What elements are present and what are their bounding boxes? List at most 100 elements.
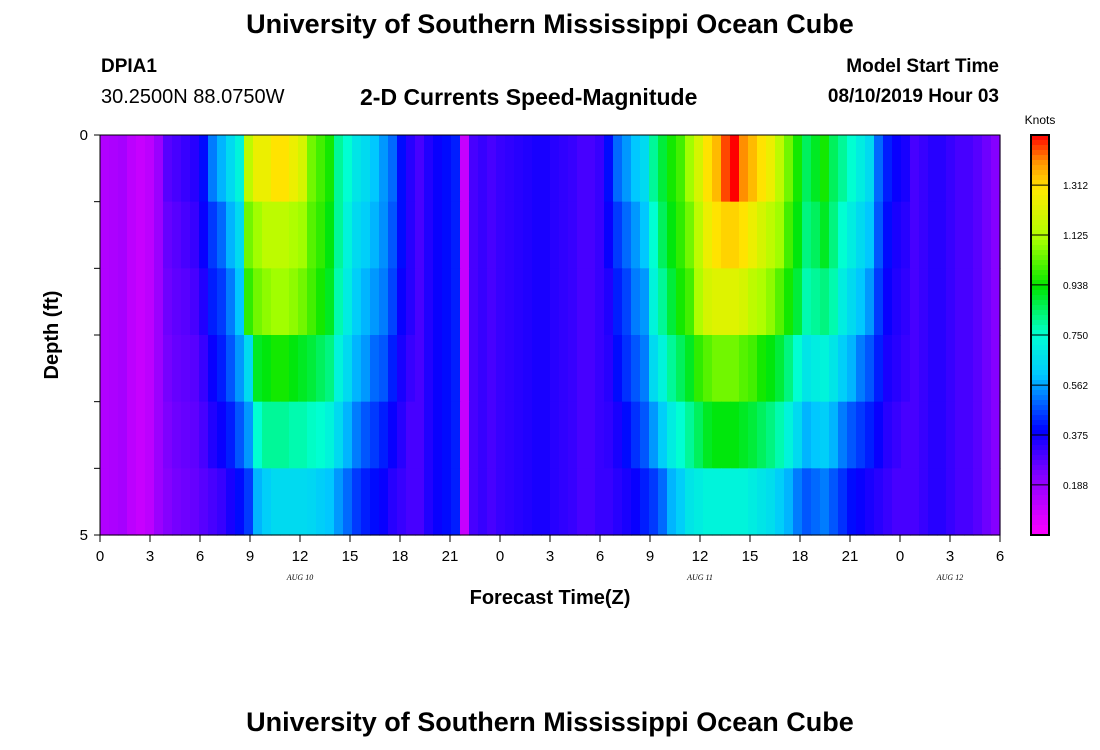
heatmap-cell bbox=[892, 335, 902, 403]
colorbar-segment bbox=[1031, 190, 1049, 196]
heatmap-cell bbox=[883, 468, 893, 536]
heatmap-cell bbox=[289, 401, 299, 469]
heatmap-cell bbox=[451, 135, 461, 203]
heatmap-cell bbox=[172, 468, 182, 536]
model-start-value: 08/10/2019 Hour 03 bbox=[827, 86, 999, 107]
colorbar-segment bbox=[1031, 365, 1049, 371]
heatmap-cell bbox=[361, 201, 371, 269]
heatmap-cell bbox=[955, 268, 965, 336]
y-tick-label: 0 bbox=[80, 127, 88, 144]
heatmap-cell bbox=[199, 268, 209, 336]
colorbar-segment bbox=[1031, 375, 1049, 381]
heatmap-cell bbox=[829, 401, 839, 469]
heatmap-cell bbox=[478, 201, 488, 269]
heatmap-cell bbox=[667, 468, 677, 536]
heatmap-cell bbox=[775, 401, 785, 469]
colorbar-segment bbox=[1031, 340, 1049, 346]
heatmap-cell bbox=[181, 335, 191, 403]
heatmap-cell bbox=[676, 468, 686, 536]
heatmap-cell bbox=[811, 468, 821, 536]
heatmap-cell bbox=[784, 468, 794, 536]
heatmap-cell bbox=[442, 268, 452, 336]
heatmap-cell bbox=[946, 335, 956, 403]
colorbar-segment bbox=[1031, 240, 1049, 246]
heatmap-cell bbox=[100, 268, 110, 336]
heatmap-cell bbox=[991, 268, 1001, 336]
heatmap-cell bbox=[145, 401, 155, 469]
colorbar-segment bbox=[1031, 255, 1049, 261]
heatmap-cell bbox=[631, 335, 641, 403]
colorbar-segment bbox=[1031, 345, 1049, 351]
heatmap-cell bbox=[217, 268, 227, 336]
heatmap-cell bbox=[289, 201, 299, 269]
heatmap-cell bbox=[973, 468, 983, 536]
colorbar-segment bbox=[1031, 420, 1049, 426]
heatmap-cell bbox=[721, 468, 731, 536]
heatmap-cell bbox=[658, 335, 668, 403]
heatmap-cell bbox=[676, 335, 686, 403]
heatmap-cell bbox=[226, 201, 236, 269]
heatmap-cell bbox=[883, 335, 893, 403]
heatmap-cell bbox=[802, 268, 812, 336]
heatmap-cell bbox=[334, 468, 344, 536]
heatmap-cell bbox=[505, 201, 515, 269]
heatmap-cell bbox=[442, 135, 452, 203]
heatmap-cell bbox=[118, 268, 128, 336]
heatmap-cell bbox=[370, 335, 380, 403]
heatmap-cell bbox=[694, 468, 704, 536]
heatmap-cell bbox=[406, 201, 416, 269]
colorbar-segment bbox=[1031, 325, 1049, 331]
heatmap-cell bbox=[244, 335, 254, 403]
heatmap-cell bbox=[802, 468, 812, 536]
colorbar-segment bbox=[1031, 440, 1049, 446]
heatmap-cell bbox=[172, 201, 182, 269]
x-tick-label: 15 bbox=[342, 548, 359, 565]
heatmap-cell bbox=[496, 201, 506, 269]
heatmap-cell bbox=[199, 468, 209, 536]
heatmap-cell bbox=[154, 335, 164, 403]
colorbar-tick-label: 0.750 bbox=[1063, 331, 1088, 342]
heatmap-cell bbox=[757, 468, 767, 536]
heatmap-cell bbox=[235, 401, 245, 469]
heatmap-cell bbox=[856, 401, 866, 469]
heatmap-cell bbox=[802, 335, 812, 403]
heatmap-cell bbox=[316, 401, 326, 469]
colorbar-segment bbox=[1031, 490, 1049, 496]
heatmap-cell bbox=[613, 268, 623, 336]
heatmap-cell bbox=[253, 401, 263, 469]
heatmap-cell bbox=[982, 135, 992, 203]
heatmap-cell bbox=[163, 468, 173, 536]
x-tick-label: 0 bbox=[96, 548, 104, 565]
heatmap-cell bbox=[487, 268, 497, 336]
heatmap-cell bbox=[595, 201, 605, 269]
heatmap-cell bbox=[181, 135, 191, 203]
heatmap-cell bbox=[559, 268, 569, 336]
heatmap-cell bbox=[109, 201, 119, 269]
heatmap-cell bbox=[397, 335, 407, 403]
heatmap-cell bbox=[685, 135, 695, 203]
heatmap-cell bbox=[208, 201, 218, 269]
heatmap-cell bbox=[937, 201, 947, 269]
heatmap-cell bbox=[298, 468, 308, 536]
heatmap-cell bbox=[766, 468, 776, 536]
heatmap-cell bbox=[244, 268, 254, 336]
heatmap-cell bbox=[820, 135, 830, 203]
heatmap-cell bbox=[343, 335, 353, 403]
heatmap-cell bbox=[937, 401, 947, 469]
heatmap-cell bbox=[532, 335, 542, 403]
heatmap-cell bbox=[271, 135, 281, 203]
heatmap-cell bbox=[451, 335, 461, 403]
heatmap-cell bbox=[469, 401, 479, 469]
heatmap-cell bbox=[136, 268, 146, 336]
y-axis-label: Depth (ft) bbox=[41, 291, 63, 380]
colorbar-segment bbox=[1031, 405, 1049, 411]
heatmap-cell bbox=[586, 201, 596, 269]
heatmap-cell bbox=[973, 135, 983, 203]
heatmap-cell bbox=[505, 401, 515, 469]
heatmap-cell bbox=[505, 135, 515, 203]
heatmap-cell bbox=[730, 268, 740, 336]
heatmap-cell bbox=[793, 135, 803, 203]
heatmap-cell bbox=[982, 201, 992, 269]
heatmap-cell bbox=[622, 335, 632, 403]
heatmap-cell bbox=[631, 401, 641, 469]
